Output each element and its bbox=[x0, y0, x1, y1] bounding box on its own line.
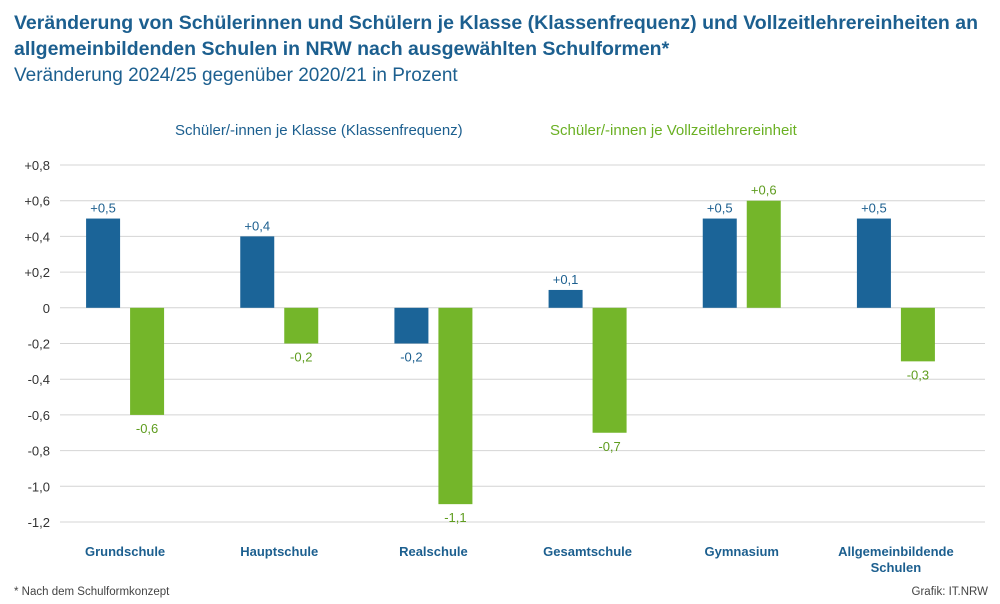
legend-series-1: Schüler/-innen je Klasse (Klassenfrequen… bbox=[175, 122, 463, 139]
data-label: +0,4 bbox=[244, 218, 270, 233]
data-label: -0,2 bbox=[290, 350, 312, 365]
footnote: * Nach dem Schulformkonzept bbox=[14, 586, 170, 598]
bar bbox=[240, 236, 275, 308]
y-tick-label: +0,6 bbox=[24, 194, 50, 209]
y-tick-label: +0,2 bbox=[24, 265, 50, 280]
chart-title: Veränderung von Schülerinnen und Schüler… bbox=[14, 12, 979, 60]
bar bbox=[438, 307, 473, 505]
data-label: -0,7 bbox=[598, 439, 620, 454]
y-tick-label: -1,0 bbox=[28, 479, 50, 494]
y-tick-label: -1,2 bbox=[28, 515, 50, 530]
legend-series-2: Schüler/-innen je Vollzeitlehrereinheit bbox=[550, 122, 797, 139]
x-tick-label: Gesamtschule bbox=[543, 544, 632, 559]
data-label: -0,3 bbox=[907, 367, 929, 382]
data-label: -0,6 bbox=[136, 421, 158, 436]
y-tick-label: -0,8 bbox=[28, 444, 50, 459]
x-tick-label: Hauptschule bbox=[240, 544, 318, 559]
data-label: -0,2 bbox=[400, 350, 422, 365]
y-tick-label: -0,2 bbox=[28, 337, 50, 352]
data-label: +0,6 bbox=[751, 183, 777, 198]
bar bbox=[592, 307, 627, 433]
y-tick-label: -0,4 bbox=[28, 372, 50, 387]
data-label: +0,1 bbox=[553, 272, 579, 287]
chart-subtitle: Veränderung 2024/25 gegenüber 2020/21 in… bbox=[14, 65, 458, 86]
data-label: +0,5 bbox=[861, 201, 887, 216]
source-credit: Grafik: IT.NRW bbox=[911, 586, 988, 598]
bar bbox=[900, 307, 935, 362]
x-tick-label: Realschule bbox=[399, 544, 468, 559]
y-tick-label: +0,4 bbox=[24, 229, 50, 244]
bar bbox=[856, 218, 891, 308]
bar bbox=[284, 307, 319, 344]
bar bbox=[702, 218, 737, 308]
bar bbox=[394, 307, 429, 344]
x-tick-label: Grundschule bbox=[85, 544, 165, 559]
y-tick-label: +0,8 bbox=[24, 158, 50, 173]
data-label: +0,5 bbox=[707, 201, 733, 216]
y-tick-label: -0,6 bbox=[28, 408, 50, 423]
data-label: +0,5 bbox=[90, 201, 116, 216]
x-tick-label: Allgemeinbildende bbox=[838, 544, 954, 559]
bar bbox=[548, 289, 583, 308]
bar bbox=[130, 307, 165, 415]
bar bbox=[86, 218, 121, 308]
bar bbox=[746, 200, 781, 308]
x-tick-label: Gymnasium bbox=[705, 544, 779, 559]
data-label: -1,1 bbox=[444, 510, 466, 525]
x-tick-label: Schulen bbox=[871, 560, 922, 575]
legend: Schüler/-innen je Klasse (Klassenfrequen… bbox=[0, 120, 1000, 144]
y-tick-label: 0 bbox=[43, 301, 50, 316]
